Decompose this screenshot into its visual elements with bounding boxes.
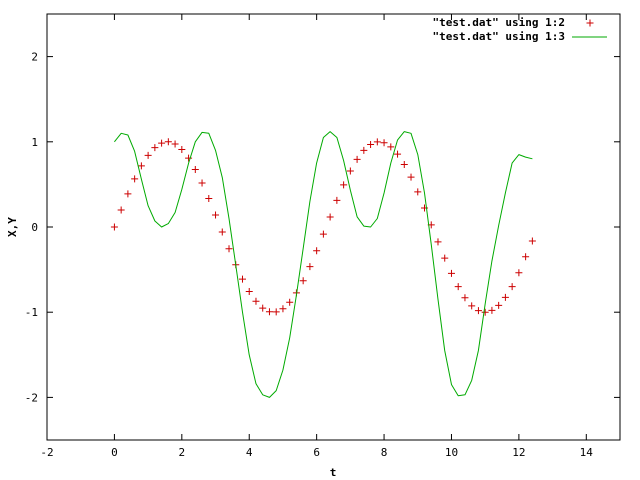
y-axis-title: X,Y [6,217,19,237]
x-axis-title: t [330,466,337,479]
x-tick-label: 2 [179,446,186,459]
data-point [158,139,166,147]
data-point [272,308,280,316]
data-point [117,206,125,214]
data-point [434,238,442,246]
data-point [468,302,476,310]
data-point [380,139,388,147]
data-point [306,263,314,271]
series-1 [110,138,536,316]
data-point [286,298,294,306]
data-point [171,140,179,148]
series-line [114,131,533,398]
series-layer [110,131,536,398]
data-point [441,254,449,262]
data-point [225,245,233,253]
data-point [501,293,509,301]
legend-marker-series-1 [586,19,594,27]
x-tick-label: 12 [512,446,525,459]
legend-label-series-2: "test.dat" using 1:3 [433,30,565,43]
y-tick-label: 2 [31,51,38,64]
data-point [508,283,516,291]
data-point [400,160,408,168]
data-point [279,305,287,313]
data-point [353,155,361,163]
data-point [205,194,213,202]
data-point [333,196,341,204]
data-point [387,143,395,151]
data-point [481,308,489,316]
data-point [414,188,422,196]
data-point [447,269,455,277]
data-point [212,211,220,219]
data-point [515,269,523,277]
x-tick-label: 10 [445,446,458,459]
data-point [110,223,118,231]
data-point [185,154,193,162]
data-point [340,181,348,189]
data-point [198,179,206,187]
data-point [326,213,334,221]
data-point [367,141,375,149]
data-point [319,230,327,238]
data-point [394,150,402,158]
data-point [245,287,253,295]
data-point [360,146,368,154]
data-point [151,144,159,152]
data-point [131,175,139,183]
data-point [238,275,246,283]
x-tick-label: 6 [313,446,320,459]
data-point [164,138,172,146]
x-tick-label: 4 [246,446,253,459]
data-point [259,304,267,312]
data-point [144,151,152,159]
data-point [373,138,381,146]
data-point [137,162,145,170]
data-point [474,307,482,315]
data-point [495,301,503,309]
data-point [346,167,354,175]
x-tick-label: 8 [381,446,388,459]
data-point [454,283,462,291]
y-tick-label: 1 [31,136,38,149]
x-tick-label: 14 [580,446,594,459]
data-point [407,173,415,181]
data-point [252,297,260,305]
series-2 [114,131,533,398]
plot-frame [46,13,621,441]
y-tick-label: -2 [25,391,38,404]
y-tick-label: -1 [25,306,38,319]
x-tick-label: -2 [40,446,53,459]
data-point [191,165,199,173]
x-tick-label: 0 [111,446,118,459]
data-point [265,308,273,316]
data-point [528,237,536,245]
legend-label-series-1: "test.dat" using 1:2 [433,16,565,29]
data-point [178,146,186,154]
data-point [461,294,469,302]
data-point [218,228,226,236]
data-point [488,306,496,314]
data-point [313,247,321,255]
data-point [124,190,132,198]
y-tick-label: 0 [31,221,38,234]
data-point [522,253,530,261]
legend: "test.dat" using 1:2 "test.dat" using 1:… [433,16,607,43]
data-point [299,277,307,285]
